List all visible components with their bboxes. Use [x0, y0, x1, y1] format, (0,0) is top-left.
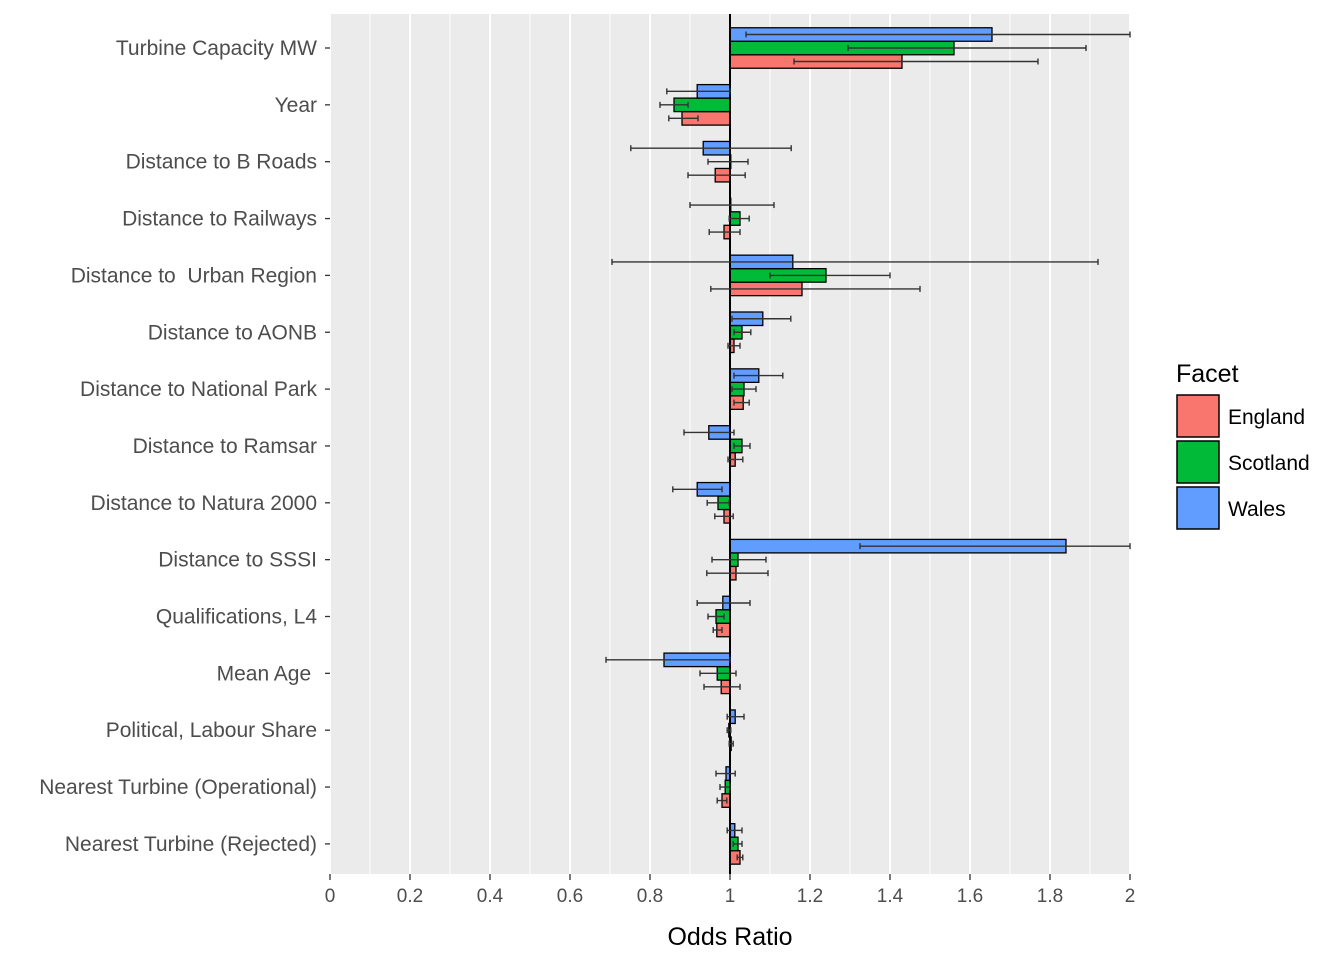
y-tick-label: Distance to Natura 2000 — [91, 492, 317, 515]
legend: Facet England Scotland Wales — [1176, 360, 1310, 530]
errorbar-layer — [605, 31, 1131, 861]
legend-label-scotland: Scotland — [1228, 452, 1310, 475]
x-tick-label: 0.6 — [557, 886, 583, 907]
x-axis-title: Odds Ratio — [667, 923, 792, 951]
x-axis: 0 0.2 0.4 0.6 0.8 1 1.2 1.4 1.6 1.8 2 — [325, 874, 1136, 907]
x-tick-label: 1 — [725, 886, 736, 907]
y-tick-label: Political, Labour Share — [106, 719, 317, 742]
y-tick-label: Year — [275, 94, 317, 117]
y-tick-label: Nearest Turbine (Operational) — [39, 776, 317, 799]
y-tick-label: Mean Age — [217, 662, 317, 685]
y-tick-label: Qualifications, L4 — [156, 606, 317, 629]
legend-title: Facet — [1176, 360, 1239, 388]
y-tick-label: Turbine Capacity MW — [116, 37, 317, 60]
legend-key-scotland — [1176, 440, 1220, 484]
legend-label-england: England — [1228, 406, 1305, 429]
x-tick-label: 1.2 — [797, 886, 823, 907]
y-tick-label: Distance to Ramsar — [133, 435, 317, 458]
y-axis: Turbine Capacity MW Year Distance to B Roa… — [39, 37, 330, 856]
y-tick-label: Distance to B Roads — [126, 151, 317, 174]
x-tick-label: 0.4 — [477, 886, 504, 907]
x-tick-label: 1.6 — [957, 886, 983, 907]
x-tick-label: 0 — [325, 886, 336, 907]
y-tick-label: Distance to National Park — [80, 378, 317, 401]
legend-key-wales — [1176, 486, 1220, 530]
y-tick-label: Distance to AONB — [148, 321, 317, 344]
x-tick-label: 2 — [1125, 886, 1136, 907]
x-tick-label: 1.8 — [1037, 886, 1063, 907]
x-tick-label: 0.2 — [397, 886, 423, 907]
legend-key-england — [1176, 394, 1220, 438]
y-tick-label: Distance to Railways — [122, 208, 317, 231]
y-tick-label: Nearest Turbine (Rejected) — [65, 833, 317, 856]
y-tick-label: Distance to Urban Region — [71, 264, 317, 287]
grid-minor — [369, 14, 1091, 874]
legend-label-wales: Wales — [1228, 498, 1286, 521]
x-tick-label: 1.4 — [877, 886, 904, 907]
legend-items: England Scotland Wales — [1176, 394, 1310, 530]
x-tick-label: 0.8 — [637, 886, 663, 907]
y-tick-label: Distance to SSSI — [158, 549, 317, 572]
